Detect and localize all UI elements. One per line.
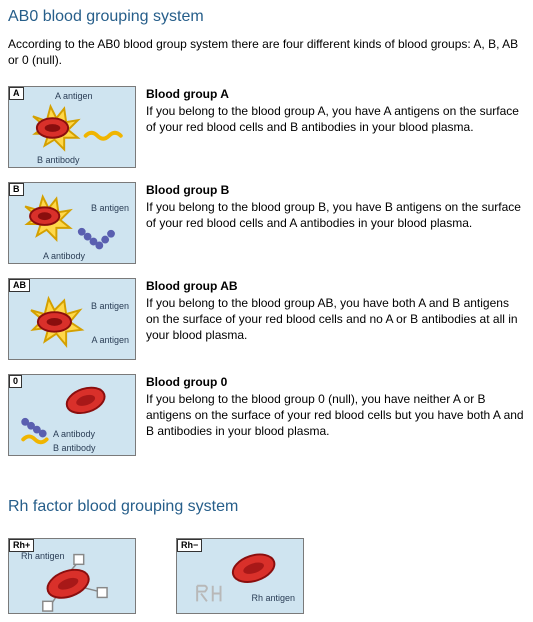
group-0-text: If you belong to the blood group 0 (null…: [146, 392, 524, 438]
group-b-row: B B antigen A antibody Blood group B If …: [8, 182, 525, 264]
group-a-diagram: A A antigen B antibody: [8, 86, 136, 168]
rh-heading: Rh factor blood grouping system: [8, 498, 525, 516]
group-ab-row: AB B antigen A antigen Blood group AB If…: [8, 278, 525, 360]
rh-neg-tag: Rh−: [177, 539, 202, 552]
group-0-label-top: A antibody: [53, 429, 95, 439]
group-0-label-bottom: B antibody: [53, 443, 96, 453]
group-ab-label-top: B antigen: [91, 301, 129, 311]
group-a-title: Blood group A: [146, 86, 525, 102]
group-0-row: 0 A antibody B antibody Blood group 0 If…: [8, 374, 525, 456]
group-b-label-bottom: A antibody: [43, 251, 85, 261]
rh-row: Rh+ Rh antigen Rh− Rh antigen: [8, 538, 525, 614]
group-b-text: If you belong to the blood group B, you …: [146, 200, 521, 230]
group-0-diagram: 0 A antibody B antibody: [8, 374, 136, 456]
group-a-row: A A antigen B antibody Blood group A If …: [8, 86, 525, 168]
group-b-desc: Blood group B If you belong to the blood…: [146, 182, 525, 231]
rh-pos-diagram: Rh+ Rh antigen: [8, 538, 136, 614]
rh-pos-label: Rh antigen: [21, 551, 65, 561]
group-a-label-bottom: B antibody: [37, 155, 80, 165]
group-ab-label-bottom: A antigen: [91, 335, 129, 345]
group-a-tag: A: [9, 87, 24, 100]
group-b-diagram: B B antigen A antibody: [8, 182, 136, 264]
group-ab-tag: AB: [9, 279, 30, 292]
group-b-label-top: B antigen: [91, 203, 129, 213]
group-0-title: Blood group 0: [146, 374, 525, 390]
group-b-title: Blood group B: [146, 182, 525, 198]
ab0-heading: AB0 blood grouping system: [8, 8, 525, 26]
group-ab-desc: Blood group AB If you belong to the bloo…: [146, 278, 525, 343]
group-a-desc: Blood group A If you belong to the blood…: [146, 86, 525, 135]
group-a-label-top: A antigen: [55, 91, 93, 101]
group-0-tag: 0: [9, 375, 22, 388]
rh-neg-diagram: Rh− Rh antigen: [176, 538, 304, 614]
group-ab-title: Blood group AB: [146, 278, 525, 294]
group-0-desc: Blood group 0 If you belong to the blood…: [146, 374, 525, 439]
group-a-text: If you belong to the blood group A, you …: [146, 104, 519, 134]
group-b-tag: B: [9, 183, 24, 196]
rh-neg-label: Rh antigen: [251, 593, 295, 603]
group-ab-diagram: AB B antigen A antigen: [8, 278, 136, 360]
group-ab-text: If you belong to the blood group AB, you…: [146, 296, 518, 342]
ab0-intro: According to the AB0 blood group system …: [8, 36, 525, 68]
